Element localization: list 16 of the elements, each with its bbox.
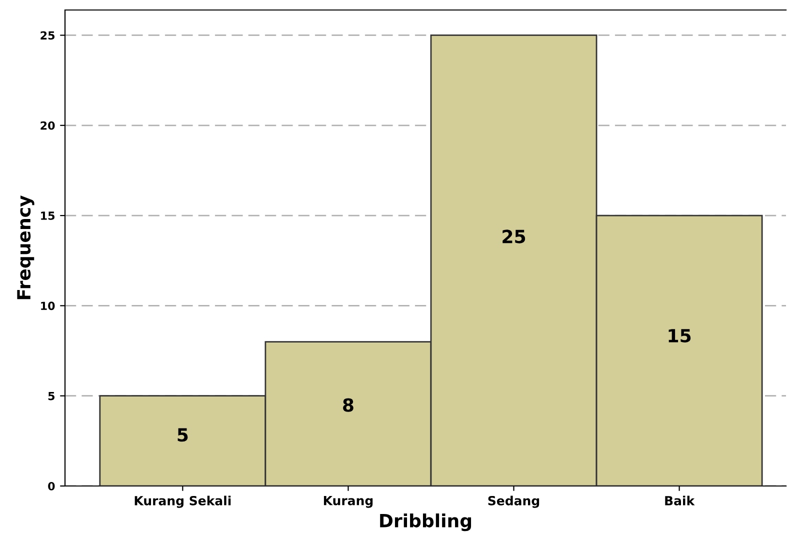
y-tick-label: 0 <box>48 482 55 490</box>
x-axis-title: Dribbling <box>380 513 472 532</box>
y-tick-label: 20 <box>40 121 55 130</box>
y-tick-label: 5 <box>48 392 54 400</box>
data-label: 25 <box>502 230 526 244</box>
x-tick-label: Baik <box>665 496 695 506</box>
y-tick-label: 25 <box>40 31 54 40</box>
x-tick-label: Kurang <box>324 496 373 508</box>
y-tick-label: 15 <box>41 212 54 220</box>
y-axis-title: Frequency <box>17 195 34 300</box>
y-tick-label: 10 <box>41 302 55 310</box>
data-label: 5 <box>178 428 188 442</box>
data-label: 15 <box>668 329 691 342</box>
x-tick-label: Kurang Sekali <box>134 496 231 508</box>
x-tick-label: Sedang <box>488 496 540 508</box>
data-label: 8 <box>343 398 354 412</box>
